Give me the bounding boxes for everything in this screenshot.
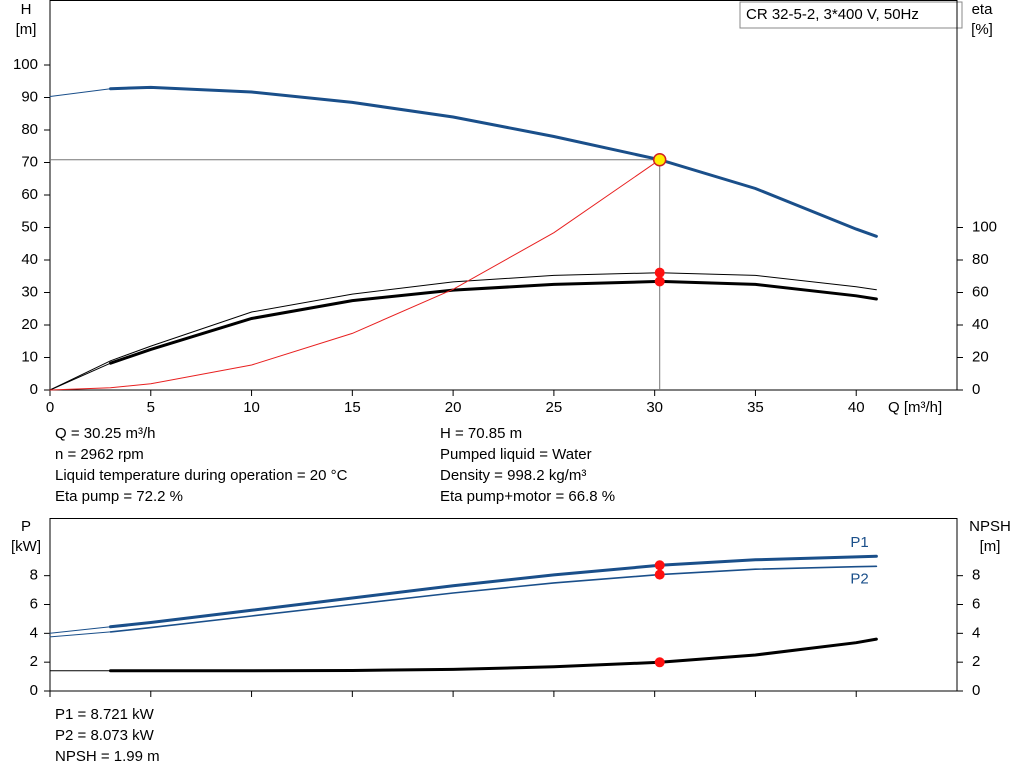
y-tick-label: 6: [30, 595, 38, 612]
y-axis-label: P: [21, 518, 31, 535]
info-text: Eta pump+motor = 66.8 %: [440, 488, 615, 505]
series-name: P1: [850, 534, 868, 551]
series-line: [49, 88, 111, 97]
y-tick-label: 10: [21, 348, 38, 365]
info-text: Q = 30.25 m³/h: [55, 425, 155, 442]
y2-tick-label: 80: [972, 251, 989, 268]
y-axis-label: H: [21, 1, 32, 18]
y2-axis-unit: [m]: [980, 538, 1001, 555]
series-line: [49, 631, 111, 638]
y2-tick-label: 0: [972, 381, 980, 398]
y2-axis-unit: [%]: [971, 21, 993, 38]
x-axis-label: Q [m³/h]: [888, 399, 942, 416]
y2-tick-label: 2: [972, 653, 980, 670]
y-tick-label: 80: [21, 121, 38, 138]
duty-point: [652, 152, 667, 167]
y2-tick-label: 100: [972, 218, 997, 235]
duty-point: [654, 657, 665, 668]
x-tick-label: 25: [546, 399, 563, 416]
x-tick-label: 0: [46, 399, 54, 416]
y-tick-label: 2: [30, 653, 38, 670]
y-axis-unit: [kW]: [11, 538, 41, 555]
y-tick-label: 70: [21, 153, 38, 170]
info-text: Density = 998.2 kg/m³: [440, 467, 586, 484]
info-text: Liquid temperature during operation = 20…: [55, 467, 348, 484]
y-tick-label: 30: [21, 283, 38, 300]
y-tick-label: 40: [21, 251, 38, 268]
x-tick-label: 20: [445, 399, 462, 416]
duty-point: [654, 569, 665, 580]
plot-frame: [49, 518, 958, 692]
duty-point: [654, 560, 665, 571]
y-tick-label: 100: [13, 56, 38, 73]
y2-tick-label: 60: [972, 283, 989, 300]
plot-frame: [49, 0, 958, 391]
series-name: P2: [850, 570, 868, 587]
x-tick-label: 5: [147, 399, 155, 416]
y2-axis-label: eta: [972, 1, 994, 18]
info-text: P1 = 8.721 kW: [55, 706, 155, 723]
y2-tick-label: 40: [972, 316, 989, 333]
series-line: [109, 565, 878, 633]
info-text: n = 2962 rpm: [55, 446, 144, 463]
y2-tick-label: 20: [972, 348, 989, 365]
legend-text: CR 32-5-2, 3*400 V, 50Hz: [746, 6, 919, 23]
y-tick-label: 4: [30, 624, 38, 641]
y-tick-label: 90: [21, 88, 38, 105]
x-tick-label: 15: [344, 399, 361, 416]
series-line: [49, 626, 111, 634]
x-tick-label: 35: [747, 399, 764, 416]
info-text: NPSH = 1.99 m: [55, 748, 160, 765]
y2-axis-label: NPSH: [969, 518, 1011, 535]
y-tick-label: 50: [21, 218, 38, 235]
x-tick-label: 30: [646, 399, 663, 416]
series-line: [109, 554, 878, 629]
series-line: [49, 362, 111, 391]
y-tick-label: 0: [30, 682, 38, 699]
y2-tick-label: 8: [972, 567, 980, 584]
y-tick-label: 0: [30, 381, 38, 398]
info-text: P2 = 8.073 kW: [55, 727, 155, 744]
y-tick-label: 60: [21, 186, 38, 203]
info-text: Eta pump = 72.2 %: [55, 488, 183, 505]
series-line: [109, 637, 878, 673]
y-tick-label: 20: [21, 316, 38, 333]
info-text: Pumped liquid = Water: [440, 446, 592, 463]
y2-tick-label: 4: [972, 624, 980, 641]
info-text: H = 70.85 m: [440, 425, 522, 442]
x-tick-label: 10: [243, 399, 260, 416]
series-line: [109, 85, 878, 238]
duty-point: [654, 276, 665, 287]
series-line: [49, 272, 877, 391]
y-tick-label: 8: [30, 567, 38, 584]
series-line: [49, 159, 661, 391]
y2-tick-label: 6: [972, 595, 980, 612]
series-line: [109, 279, 878, 365]
x-tick-label: 40: [848, 399, 865, 416]
y-axis-unit: [m]: [16, 21, 37, 38]
legend-box: [739, 1, 963, 29]
y2-tick-label: 0: [972, 682, 980, 699]
duty-point: [654, 267, 665, 278]
